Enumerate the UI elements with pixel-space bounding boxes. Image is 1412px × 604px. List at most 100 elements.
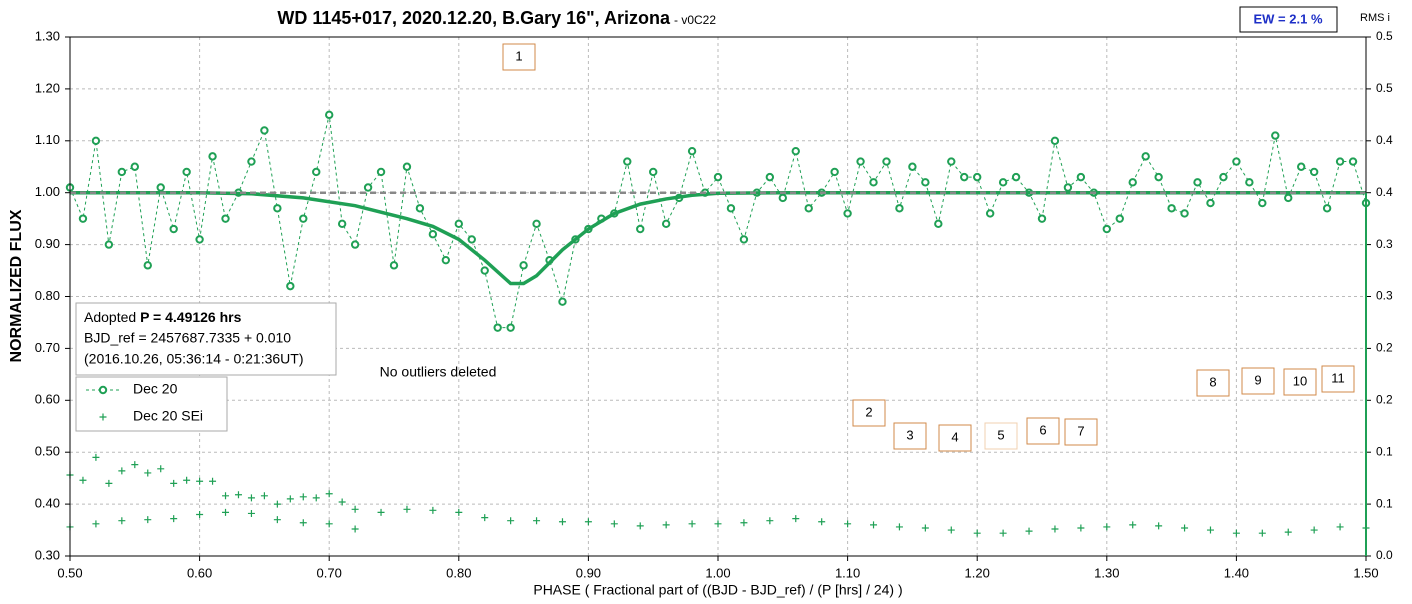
y-tick-label: 0.90 [35,236,60,251]
legend-marker [99,413,107,421]
point [92,453,100,461]
point [183,476,191,484]
y2-tick-label: 0.5 [1376,29,1393,43]
chart-title: WD 1145+017, 2020.12.20, B.Gary 16", Ari… [277,8,671,28]
annotation: No outliers deleted [380,364,497,380]
point [1102,224,1112,234]
point [818,518,826,526]
point [623,157,632,166]
point [870,521,878,529]
point [493,323,502,332]
point [131,461,139,469]
point [1271,131,1280,140]
y2-tick-label: 0.3 [1376,289,1393,303]
annotation-box [852,399,886,427]
info-prefix: Adopted [84,309,140,325]
point [636,224,645,234]
y-axis-title: NORMALIZED FLUX [8,209,25,362]
annotation: 4 [951,429,958,444]
point [234,491,242,499]
x-axis-title: PHASE ( Fractional part of ((BJD - BJD_r… [533,582,902,598]
point [1180,209,1189,218]
y2-tick-label: 0.5 [1376,81,1393,95]
point [467,235,476,244]
point [247,494,255,502]
annotation: 8 [1209,374,1216,389]
y2-tick-label: 0.3 [1376,237,1393,251]
point [299,519,307,527]
x-tick-label: 0.70 [317,565,342,580]
x-tick-label: 0.60 [187,565,212,580]
point [1232,529,1240,537]
point [1063,183,1073,192]
x-tick-label: 0.50 [57,565,82,580]
point [843,209,852,218]
point [1322,204,1332,213]
point [1129,521,1137,529]
point [1167,204,1176,213]
legend-label: Dec 20 SEi [133,408,203,424]
point [351,525,359,533]
point [273,516,281,524]
point [1077,524,1085,532]
point [222,492,230,500]
legend-marker [98,385,108,395]
point [402,162,412,171]
point [1309,167,1319,177]
point [104,240,114,249]
point [688,520,696,528]
point [221,214,230,223]
point [921,178,930,187]
point [778,193,787,203]
point [1011,172,1021,182]
point [1206,198,1215,208]
point [1284,528,1292,536]
x-tick-label: 1.20 [965,565,990,580]
point [895,204,904,213]
point [1154,172,1163,182]
point [791,146,800,156]
point [92,520,100,528]
info-bjd: BJD_ref = 2457687.7335 + 0.010 [84,330,291,346]
y2-tick-label: 0.1 [1376,444,1393,458]
point [222,508,230,516]
point [714,520,722,528]
y2-tick-label: 0.4 [1376,185,1393,199]
point [973,172,982,182]
x-tick-label: 1.10 [835,565,860,580]
annotation-box [502,43,536,71]
point [273,204,282,213]
point [661,219,671,229]
point [713,172,723,182]
point [143,261,152,270]
point [208,152,217,161]
point [610,520,618,528]
y-tick-label: 0.50 [35,444,60,459]
y-tick-label: 0.30 [35,547,60,562]
point [403,505,411,513]
point [351,505,359,513]
annotation-box [1241,367,1275,395]
point [196,477,204,485]
point [1245,178,1254,187]
point [584,518,592,526]
point [1025,527,1033,535]
point [415,204,425,213]
point [507,517,515,525]
point [558,518,566,526]
point [1206,526,1214,534]
point [921,524,929,532]
y2-axis-title: RMS i [1360,12,1390,24]
point [1310,526,1318,534]
y2-tick-label: 0.4 [1376,133,1393,147]
annotation-box [1064,418,1098,446]
point [480,266,489,275]
point [1128,178,1137,187]
point [182,167,191,177]
annotation-box [1321,365,1355,393]
annotation: 3 [906,427,913,442]
point [312,494,320,502]
point [726,204,736,213]
